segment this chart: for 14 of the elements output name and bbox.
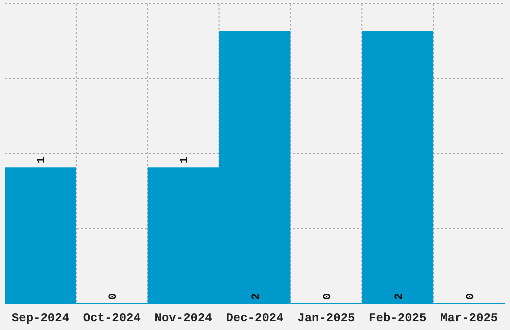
- data-label: 0: [322, 293, 334, 300]
- x-tick-label: Nov-2024: [154, 311, 212, 326]
- data-label: 0: [465, 293, 478, 300]
- data-label: 0: [108, 293, 120, 300]
- data-label: 2: [394, 293, 406, 300]
- x-tick-label: Oct-2024: [83, 311, 141, 326]
- data-label: 1: [36, 156, 49, 164]
- x-tick-label: Sep-2024: [12, 311, 70, 326]
- x-tick-label: Feb-2025: [369, 311, 427, 326]
- data-label: 2: [251, 293, 263, 300]
- x-tick-label: Jan-2025: [298, 311, 356, 326]
- x-tick-label: Mar-2025: [440, 311, 498, 326]
- x-tick-label: Dec-2024: [226, 311, 284, 326]
- data-label: 1: [180, 156, 192, 164]
